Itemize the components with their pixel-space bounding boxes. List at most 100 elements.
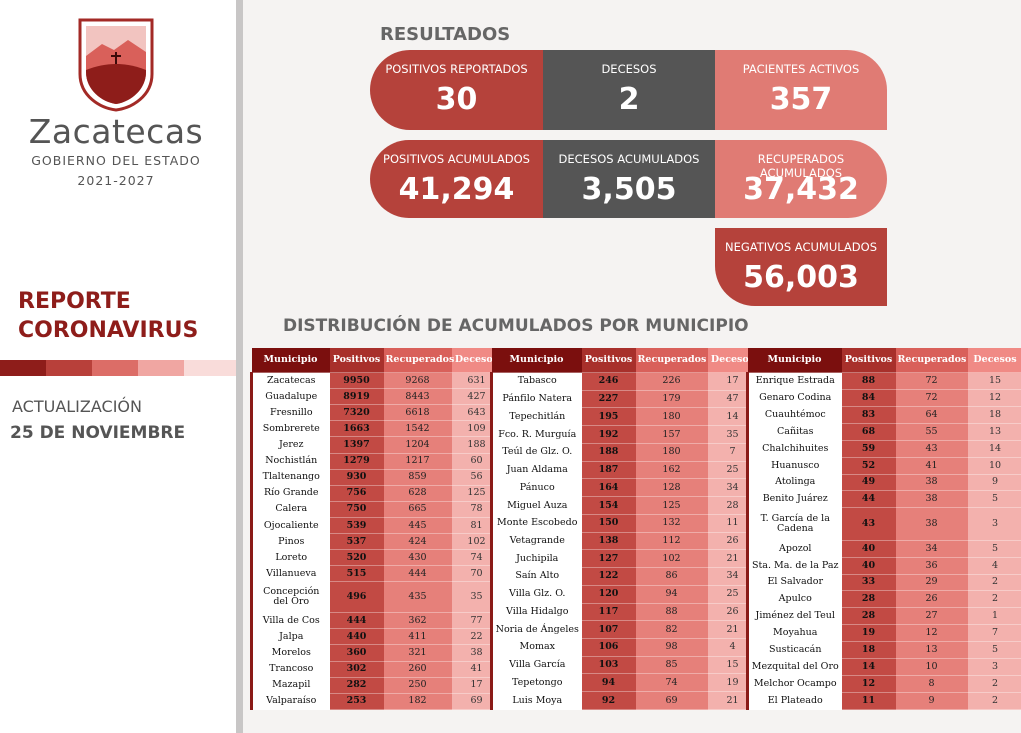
color-bar <box>46 360 92 376</box>
data-row: T. García de la Cadena 43 38 3 <box>746 507 1021 541</box>
card-value: 30 <box>435 82 478 117</box>
municipality-name: Tabasco <box>490 372 582 391</box>
cell-value: 34 <box>707 567 758 586</box>
cell-value: 4 <box>707 638 758 657</box>
data-row: Jerez 1397 1204 188 <box>250 436 502 454</box>
cell-value: 157 <box>635 425 708 444</box>
data-row: Pánuco 164 128 34 <box>490 478 758 498</box>
municipality-name: Fresnillo <box>250 404 330 422</box>
cell-value: 444 <box>329 612 384 630</box>
municipality-name: Jalpa <box>250 628 330 646</box>
cell-value: 250 <box>383 677 452 694</box>
cell-value: 69 <box>635 691 708 710</box>
data-row: Cuauhtémoc 83 64 18 <box>746 406 1021 424</box>
cell-value: 25 <box>707 585 758 604</box>
cell-value: 40 <box>841 557 896 575</box>
cell-value: 26 <box>707 603 758 622</box>
cell-value: 180 <box>635 443 708 462</box>
cell-value: 125 <box>635 496 708 515</box>
cell-value: 132 <box>635 514 708 533</box>
cell-value: 5 <box>967 641 1021 660</box>
municipality-name: Tlaltenango <box>250 469 330 486</box>
data-row: Tepetongo 94 74 19 <box>490 673 758 693</box>
municipality-name: Susticacán <box>746 641 842 660</box>
cell-value: 2 <box>967 574 1021 592</box>
municipality-name: Sombrerete <box>250 420 330 438</box>
data-row: Tlaltenango 930 859 56 <box>250 469 502 486</box>
cell-value: 19 <box>841 624 896 643</box>
cell-value: 68 <box>841 423 896 441</box>
cell-value: 102 <box>451 533 502 551</box>
data-row: Mazapil 282 250 17 <box>250 677 502 694</box>
data-row: Teúl de Glz. O. 188 180 7 <box>490 443 758 462</box>
municipality-name: Atolinga <box>746 474 842 492</box>
cell-value: 28 <box>841 590 896 609</box>
data-row: Tabasco 246 226 17 <box>490 372 758 391</box>
cell-value: 69 <box>451 693 502 711</box>
cell-value: 302 <box>329 661 384 678</box>
brand: Zacatecas <box>28 112 204 151</box>
cell-value: 72 <box>895 372 968 390</box>
municipality-table: Municipio Positivos Recuperados Decesos Enri… <box>746 348 1021 711</box>
cell-value: 14 <box>707 407 758 427</box>
header-row: Municipio Positivos Recuperados Decesos <box>251 348 502 373</box>
data-row: Tepechitlán 195 180 14 <box>490 407 758 427</box>
cell-value: 496 <box>329 581 384 614</box>
result-card: NEGATIVOS ACUMULADOS 56,003 <box>715 228 887 306</box>
card-value: 3,505 <box>581 172 677 207</box>
data-row: Juan Aldama 187 162 25 <box>490 461 758 480</box>
data-row: Huanusco 52 41 10 <box>746 457 1021 475</box>
data-row: Zacatecas 9950 9268 631 <box>250 372 502 390</box>
data-row: Trancoso 302 260 41 <box>250 661 502 678</box>
cell-value: 25 <box>707 461 758 480</box>
card-label: NEGATIVOS ACUMULADOS <box>724 240 878 254</box>
cell-value: 226 <box>635 372 708 391</box>
cell-value: 59 <box>841 440 896 458</box>
cell-value: 122 <box>581 567 636 586</box>
state-shield <box>78 18 154 112</box>
data-row: Juchipila 127 102 21 <box>490 549 758 569</box>
cell-value: 60 <box>451 453 502 470</box>
data-row: Villa García 103 85 15 <box>490 656 758 675</box>
cell-value: 38 <box>895 507 968 541</box>
cell-value: 260 <box>383 661 452 678</box>
data-row: Villanueva 515 444 70 <box>250 565 502 583</box>
cell-value: 78 <box>451 501 502 518</box>
data-row: Noria de Ángeles 107 82 21 <box>490 620 758 640</box>
cell-value: 44 <box>841 490 896 509</box>
cell-value: 14 <box>841 658 896 677</box>
municipality-name: Guadalupe <box>250 388 330 406</box>
data-row: Chalchihuites 59 43 14 <box>746 440 1021 458</box>
municipality-name: Pánfilo Natera <box>490 390 582 409</box>
color-bar <box>0 360 46 376</box>
cell-value: 21 <box>707 549 758 569</box>
municipality-name: Nochistlán <box>250 453 330 470</box>
data-row: Melchor Ocampo 12 8 2 <box>746 675 1021 693</box>
cell-value: 52 <box>841 457 896 475</box>
cell-value: 362 <box>383 612 452 630</box>
municipality-name: Tepetongo <box>490 673 582 693</box>
cell-value: 164 <box>581 478 636 498</box>
municipality-name: Villa García <box>490 656 582 675</box>
cell-value: 33 <box>841 574 896 592</box>
cell-value: 56 <box>451 469 502 486</box>
municipality-name: Miguel Auza <box>490 496 582 515</box>
municipality-name: Enrique Estrada <box>746 372 842 390</box>
municipality-name: Monte Escobedo <box>490 514 582 533</box>
cell-value: 92 <box>581 691 636 710</box>
result-card: POSITIVOS REPORTADOS 30 <box>370 50 543 130</box>
cell-value: 112 <box>635 532 708 551</box>
column-header: Decesos <box>967 348 1021 373</box>
color-bar <box>184 360 236 376</box>
cell-value: 321 <box>383 644 452 662</box>
cell-value: 86 <box>635 567 708 586</box>
cell-value: 72 <box>895 389 968 407</box>
cell-value: 154 <box>581 496 636 515</box>
data-row: Apulco 28 26 2 <box>746 590 1021 609</box>
cell-value: 11 <box>841 692 896 711</box>
cell-value: 74 <box>451 549 502 567</box>
cell-value: 10 <box>895 658 968 677</box>
municipality-name: Cuauhtémoc <box>746 406 842 424</box>
municipality-name: Apozol <box>746 540 842 558</box>
cell-value: 34 <box>707 478 758 498</box>
